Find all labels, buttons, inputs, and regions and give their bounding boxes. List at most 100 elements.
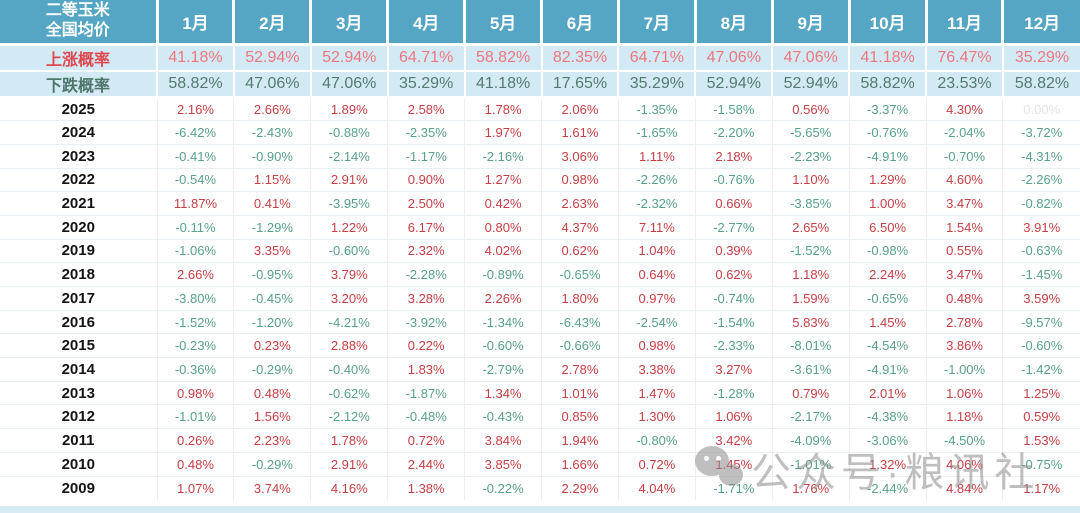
- table-cell: -0.76%: [848, 120, 927, 145]
- table-cell: 1.38%: [387, 475, 465, 500]
- table-cell: -0.95%: [233, 262, 311, 287]
- table-cell: -0.63%: [1002, 238, 1080, 263]
- table-cell: 3.85%: [464, 451, 542, 476]
- row-label-year: 2014: [0, 357, 157, 382]
- column-header-month: 8月: [693, 0, 773, 44]
- table-cell: -0.22%: [464, 475, 542, 500]
- table-cell: -0.76%: [694, 167, 773, 192]
- table-cell: 1.10%: [771, 167, 850, 192]
- table-cell: 0.62%: [694, 262, 773, 287]
- table-cell: 4.84%: [925, 475, 1003, 500]
- table-cell: 2.78%: [925, 309, 1003, 334]
- table-cell: 82.35%: [540, 42, 619, 71]
- table-cell: -0.82%: [1002, 191, 1080, 216]
- table-cell: 0.39%: [694, 238, 773, 263]
- table-cell: 1.25%: [1002, 380, 1080, 405]
- table-cell: -3.72%: [1002, 120, 1080, 145]
- table-cell: 1.29%: [848, 167, 927, 192]
- table-cell: 2.65%: [771, 214, 850, 240]
- row-label-year: 2018: [0, 262, 157, 287]
- table-cell: -3.95%: [310, 191, 388, 216]
- table-row: 2014 -0.36% -0.29% -0.40% 1.83% -2.79% 2.78% 3.…: [0, 357, 1080, 382]
- column-header-month: 2月: [232, 0, 311, 44]
- table-cell: 0.98%: [156, 380, 234, 405]
- table-cell: -4.50%: [925, 428, 1003, 453]
- column-header-month: 6月: [540, 0, 619, 44]
- table-cell: 2.18%: [694, 143, 773, 169]
- table-row: 2010 0.48% -0.29% 2.91% 2.44% 3.85% 1.66% 0.72%…: [0, 451, 1080, 476]
- row-label-year: 2009: [0, 475, 157, 500]
- price-table: 二等玉米 全国均价 1月 2月 3月 4月 5月 6月 7月 8月 9月 10月 11月 12月 上涨…: [0, 0, 1080, 500]
- table-cell: 47.06%: [694, 42, 773, 71]
- table-cell: 2.63%: [541, 191, 619, 216]
- table-cell: 1.89%: [310, 95, 388, 121]
- table-cell: -6.42%: [156, 120, 234, 145]
- table-cell: 6.50%: [848, 214, 927, 240]
- table-cell: -8.01%: [771, 333, 850, 358]
- table-cell: -0.90%: [233, 143, 311, 169]
- table-row: 2023 -0.41% -0.90% -2.14% -1.17% -2.16% 3.06% 1…: [0, 143, 1080, 169]
- table-cell: 3.74%: [233, 475, 311, 500]
- table-cell: 0.41%: [233, 191, 311, 216]
- table-cell: -2.04%: [925, 120, 1003, 145]
- table-cell: 1.59%: [771, 286, 850, 311]
- table-cell: -2.16%: [464, 143, 542, 169]
- table-cell: 17.65%: [540, 69, 619, 97]
- table-cell: -4.54%: [848, 333, 927, 358]
- table-cell: 1.45%: [848, 309, 927, 334]
- table-cell: 1.78%: [310, 428, 388, 453]
- table-row: 2022 -0.54% 1.15% 2.91% 0.90% 1.27% 0.98% -2.26…: [0, 167, 1080, 192]
- table-cell: 35.29%: [617, 69, 696, 97]
- table-row: 2024 -6.42% -2.43% -0.88% -2.35% 1.97% 1.61% -1…: [0, 120, 1080, 145]
- table-cell: -1.34%: [464, 309, 542, 334]
- table-cell: 35.29%: [386, 69, 465, 97]
- table-cell: 58.82%: [463, 42, 542, 71]
- table-cell: -0.36%: [156, 357, 234, 382]
- table-cell: -2.35%: [387, 120, 465, 145]
- table-cell: 1.27%: [464, 167, 542, 192]
- table-cell: 0.62%: [541, 238, 619, 263]
- table-cell: -0.43%: [464, 404, 542, 429]
- table-cell: 52.94%: [771, 69, 850, 97]
- table-cell: -3.61%: [771, 357, 850, 382]
- table-cell: -4.09%: [771, 428, 850, 453]
- table-cell: -0.54%: [156, 167, 234, 192]
- table-cell: 1.32%: [848, 451, 927, 476]
- table-cell: 1.54%: [925, 214, 1003, 240]
- table-cell: -2.26%: [1002, 167, 1080, 192]
- table-cell: -1.58%: [694, 95, 773, 121]
- table-cell: 2.58%: [387, 95, 465, 121]
- table-row: 2025 2.16% 2.66% 1.89% 2.58% 1.78% 2.06% -1.35%…: [0, 95, 1080, 121]
- table-row: 下跌概率 58.82% 47.06% 47.06% 35.29% 41.18% 17.65%…: [0, 69, 1080, 97]
- table-cell: -1.01%: [156, 404, 234, 429]
- table-cell: -0.98%: [848, 238, 927, 263]
- table-row: 2019 -1.06% 3.35% -0.60% 2.32% 4.02% 0.62% 1.04…: [0, 238, 1080, 263]
- table-cell: 0.72%: [617, 451, 696, 476]
- table-cell: 2.06%: [541, 95, 619, 121]
- table-cell: 2.88%: [310, 333, 388, 358]
- table-cell: 2.66%: [233, 95, 311, 121]
- table-cell: 0.48%: [925, 286, 1003, 311]
- table-cell: -0.88%: [310, 120, 388, 145]
- row-label-year: 2013: [0, 380, 157, 405]
- table-cell: -0.40%: [310, 357, 388, 382]
- table-cell: -1.45%: [1002, 262, 1080, 287]
- row-label-year: 2012: [0, 404, 157, 429]
- table-cell: 1.17%: [1002, 475, 1080, 500]
- table-cell: 1.11%: [617, 143, 696, 169]
- row-label-year: 2011: [0, 428, 157, 453]
- table-row: 2009 1.07% 3.74% 4.16% 1.38% -0.22% 2.29% 4.04%…: [0, 475, 1080, 500]
- row-label-year: 2010: [0, 451, 157, 476]
- column-header-month: 3月: [309, 0, 388, 44]
- table-cell: 0.72%: [387, 428, 465, 453]
- table-cell: -1.17%: [387, 143, 465, 169]
- table-cell: 3.35%: [233, 238, 311, 263]
- table-cell: 64.71%: [617, 42, 696, 71]
- table-cell: 1.00%: [848, 191, 927, 216]
- table-cell: 4.37%: [541, 214, 619, 240]
- table-cell: 1.97%: [464, 120, 542, 145]
- table-cell: -1.06%: [156, 238, 234, 263]
- table-cell: -2.33%: [694, 333, 773, 358]
- table-cell: -1.29%: [233, 214, 311, 240]
- table-cell: 23.53%: [925, 69, 1003, 97]
